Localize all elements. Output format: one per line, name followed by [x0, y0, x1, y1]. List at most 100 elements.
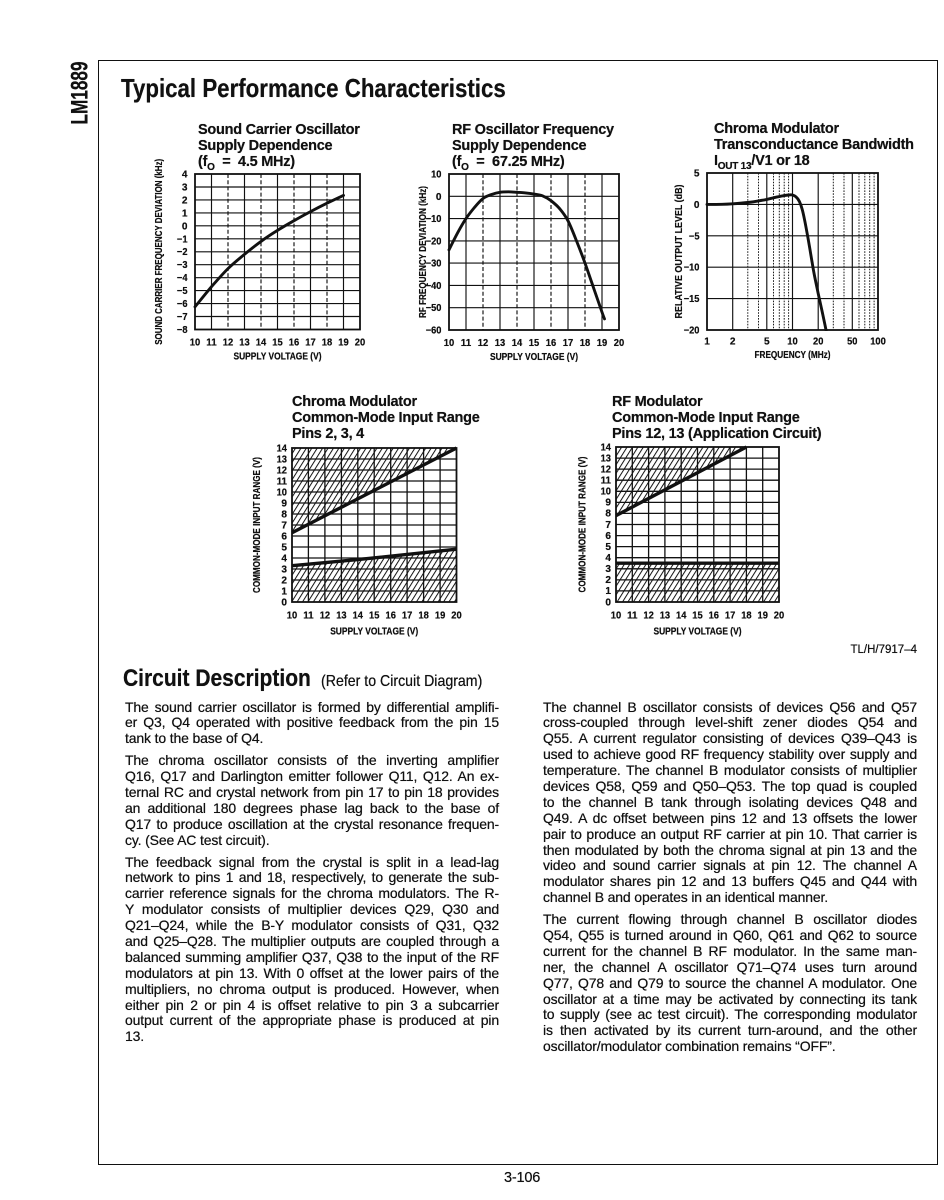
svg-text:10: 10 [787, 337, 798, 348]
svg-text:1: 1 [605, 586, 611, 597]
svg-text:−40: −40 [426, 281, 442, 292]
svg-text:14: 14 [277, 443, 288, 454]
svg-text:20: 20 [451, 611, 462, 622]
svg-text:−50: −50 [426, 303, 442, 314]
svg-text:50: 50 [847, 337, 858, 348]
svg-text:12: 12 [643, 611, 654, 622]
svg-text:SOUND CARRIER FREQUENCY DEVIAT: SOUND CARRIER FREQUENCY DEVIATION (kHz) [153, 159, 165, 345]
svg-text:16: 16 [386, 611, 397, 622]
svg-text:4: 4 [182, 170, 188, 181]
svg-text:4: 4 [281, 553, 287, 564]
svg-text:18: 18 [580, 338, 591, 349]
svg-text:11: 11 [601, 476, 612, 487]
svg-text:100: 100 [870, 337, 886, 348]
svg-text:−7: −7 [177, 312, 188, 323]
svg-text:16: 16 [709, 611, 720, 622]
svg-text:14: 14 [601, 442, 612, 453]
svg-text:−60: −60 [426, 326, 442, 337]
svg-text:5: 5 [694, 169, 700, 180]
svg-text:1: 1 [182, 208, 188, 219]
svg-text:10: 10 [190, 338, 201, 349]
svg-text:SUPPLY VOLTAGE (V): SUPPLY VOLTAGE (V) [234, 351, 322, 363]
svg-text:19: 19 [435, 611, 446, 622]
svg-text:LM1889: LM1889 [66, 62, 93, 125]
svg-text:COMMON-MODE INPUT RANGE (V): COMMON-MODE INPUT RANGE (V) [251, 457, 263, 593]
svg-text:20: 20 [355, 338, 366, 349]
svg-text:12: 12 [277, 465, 288, 476]
svg-text:−6: −6 [177, 299, 188, 310]
svg-text:11: 11 [303, 611, 314, 622]
svg-text:12: 12 [601, 464, 612, 475]
svg-text:20: 20 [813, 337, 824, 348]
svg-text:−8: −8 [177, 325, 188, 336]
svg-text:−30: −30 [426, 259, 442, 270]
svg-text:RELATIVE OUTPUT LEVEL (dB): RELATIVE OUTPUT LEVEL (dB) [673, 185, 685, 319]
svg-text:10: 10 [431, 170, 442, 181]
svg-text:13: 13 [601, 453, 612, 464]
svg-text:18: 18 [418, 611, 429, 622]
svg-text:5: 5 [605, 542, 611, 553]
svg-text:3: 3 [182, 183, 188, 194]
svg-text:12: 12 [478, 338, 489, 349]
svg-text:18: 18 [741, 611, 752, 622]
svg-text:14: 14 [512, 338, 523, 349]
svg-text:13: 13 [660, 611, 671, 622]
svg-text:11: 11 [627, 611, 638, 622]
svg-text:2: 2 [182, 195, 188, 206]
svg-text:8: 8 [605, 509, 611, 520]
svg-text:9: 9 [281, 498, 287, 509]
svg-text:17: 17 [305, 338, 316, 349]
svg-text:−10: −10 [426, 214, 442, 225]
svg-text:SUPPLY VOLTAGE (V): SUPPLY VOLTAGE (V) [330, 626, 418, 638]
svg-text:3: 3 [281, 564, 287, 575]
svg-text:9: 9 [605, 498, 611, 509]
svg-text:2: 2 [605, 575, 611, 586]
svg-text:19: 19 [758, 611, 769, 622]
svg-text:6: 6 [605, 531, 611, 542]
svg-text:−2: −2 [177, 247, 188, 258]
svg-text:2: 2 [730, 337, 736, 348]
svg-text:10: 10 [287, 611, 298, 622]
svg-text:5: 5 [281, 542, 287, 553]
svg-text:−20: −20 [426, 236, 442, 247]
svg-text:2: 2 [281, 575, 287, 586]
svg-text:10: 10 [277, 487, 288, 498]
svg-text:15: 15 [529, 338, 540, 349]
svg-text:RF FREQUENCY DEVIATION (kHz): RF FREQUENCY DEVIATION (kHz) [417, 186, 429, 318]
svg-text:−4: −4 [177, 273, 188, 284]
svg-text:10: 10 [601, 487, 612, 498]
svg-text:14: 14 [353, 611, 364, 622]
svg-text:7: 7 [605, 520, 611, 531]
svg-text:8: 8 [281, 509, 287, 520]
svg-text:14: 14 [676, 611, 687, 622]
svg-text:17: 17 [725, 611, 736, 622]
svg-text:−15: −15 [684, 294, 700, 305]
svg-text:−20: −20 [684, 326, 700, 337]
svg-text:SUPPLY VOLTAGE (V): SUPPLY VOLTAGE (V) [654, 626, 742, 638]
svg-text:13: 13 [277, 454, 288, 465]
svg-text:16: 16 [546, 338, 557, 349]
svg-text:16: 16 [289, 338, 300, 349]
svg-text:20: 20 [774, 611, 785, 622]
svg-text:−10: −10 [684, 263, 700, 274]
svg-text:19: 19 [597, 338, 608, 349]
svg-text:11: 11 [206, 338, 217, 349]
svg-text:SUPPLY VOLTAGE (V): SUPPLY VOLTAGE (V) [490, 351, 578, 363]
svg-text:COMMON-MODE INPUT RANGE (V): COMMON-MODE INPUT RANGE (V) [576, 457, 588, 593]
svg-text:11: 11 [277, 476, 288, 487]
svg-text:19: 19 [338, 338, 349, 349]
svg-text:12: 12 [320, 611, 331, 622]
svg-text:0: 0 [694, 200, 700, 211]
svg-text:15: 15 [369, 611, 380, 622]
svg-text:0: 0 [281, 597, 287, 608]
svg-text:15: 15 [692, 611, 703, 622]
svg-text:0: 0 [182, 221, 188, 232]
svg-text:0: 0 [436, 192, 442, 203]
svg-text:1: 1 [281, 586, 287, 597]
svg-text:−5: −5 [177, 286, 188, 297]
svg-text:13: 13 [336, 611, 347, 622]
svg-text:3: 3 [605, 564, 611, 575]
svg-text:20: 20 [614, 338, 625, 349]
svg-text:6: 6 [281, 531, 287, 542]
svg-text:−1: −1 [177, 234, 188, 245]
